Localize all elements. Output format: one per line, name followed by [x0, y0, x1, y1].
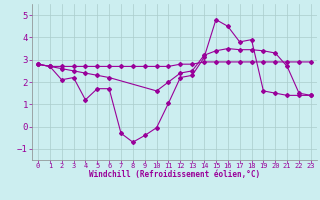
X-axis label: Windchill (Refroidissement éolien,°C): Windchill (Refroidissement éolien,°C) — [89, 170, 260, 179]
